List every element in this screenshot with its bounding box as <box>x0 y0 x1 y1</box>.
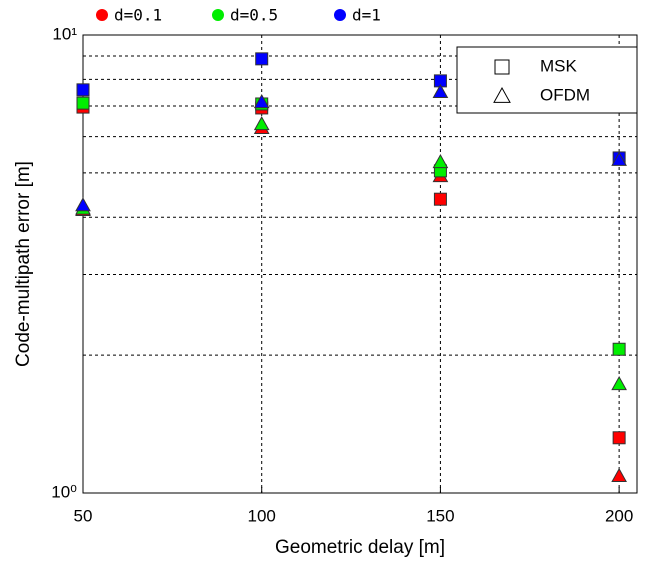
legend-label: MSK <box>540 56 578 75</box>
y-tick-label: 10⁰ <box>51 482 77 501</box>
x-tick-label: 150 <box>426 506 454 525</box>
data-point <box>255 52 269 66</box>
y-axis-label: Code-multipath error [m] <box>13 161 34 367</box>
data-point <box>612 431 626 445</box>
legend-label: d=0.5 <box>230 6 278 25</box>
data-point <box>75 197 91 212</box>
x-tick-label: 100 <box>248 506 276 525</box>
legend-swatch <box>96 9 108 21</box>
legend-label: d=0.1 <box>114 6 162 25</box>
plot-frame <box>82 34 638 494</box>
x-axis-label: Geometric delay [m] <box>275 537 445 558</box>
data-point <box>76 96 90 110</box>
data-point <box>611 375 627 391</box>
data-point <box>611 467 627 482</box>
data-point <box>432 83 449 99</box>
x-tick-label: 200 <box>605 506 633 525</box>
legend-swatch <box>334 9 346 21</box>
y-tick-label: 10¹ <box>52 24 77 43</box>
data-point <box>611 151 627 166</box>
data-point <box>612 342 626 356</box>
x-tick-label: 50 <box>74 506 93 525</box>
legend-swatch <box>494 59 510 75</box>
legend-swatch <box>493 86 511 103</box>
data-point <box>253 93 270 109</box>
data-point <box>76 83 90 97</box>
data-point <box>432 154 449 169</box>
legend-label: OFDM <box>540 85 590 104</box>
legend-label: d=1 <box>352 6 381 25</box>
legend-swatch <box>212 9 224 21</box>
legend-box <box>456 46 638 114</box>
data-point <box>433 192 447 206</box>
data-point <box>253 116 270 131</box>
